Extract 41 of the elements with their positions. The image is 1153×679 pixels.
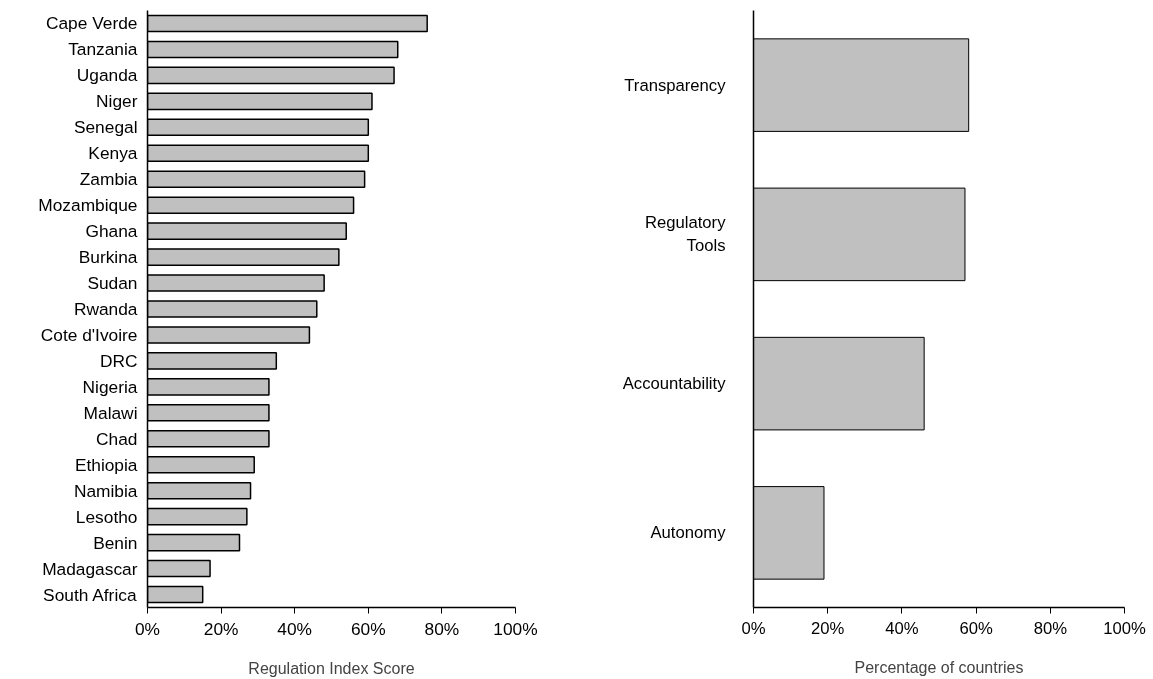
x-tick-label: 40% — [885, 618, 919, 638]
y-tick-label: Senegal — [73, 117, 138, 138]
y-tick-label: Malawi — [83, 402, 138, 423]
y-tick-label: Lesotho — [75, 506, 138, 527]
x-axis-title: Regulation Index Score — [248, 659, 415, 677]
x-tick-label: 20% — [811, 618, 845, 638]
y-tick-label: Namibia — [73, 480, 138, 501]
x-tick-label: 0% — [741, 618, 766, 638]
x-tick-label: 20% — [203, 618, 239, 639]
x-tick-label: 60% — [350, 618, 386, 639]
y-tick-label: Chad — [96, 428, 138, 449]
x-axis-title: Percentage of countries — [854, 658, 1024, 676]
y-tick-label: Uganda — [76, 65, 138, 86]
y-tick-label: Madagascar — [42, 558, 138, 579]
y-tick-label: Accountability — [622, 374, 727, 394]
x-tick-label: 60% — [959, 618, 993, 638]
y-tick-label: Ghana — [85, 221, 138, 242]
x-tick-label: 100% — [493, 618, 538, 639]
y-tick-label: Cote d'Ivoire — [40, 324, 138, 345]
y-tick-label: Kenya — [88, 143, 138, 164]
x-tick-label: 0% — [134, 618, 161, 639]
y-tick-label: Regulatory Tools — [644, 213, 727, 256]
y-tick-label: Autonomy — [650, 523, 727, 543]
y-tick-label: Zambia — [79, 169, 138, 190]
x-tick-label: 40% — [277, 618, 313, 639]
y-tick-label: Benin — [93, 532, 138, 553]
y-tick-label: Nigeria — [82, 376, 138, 397]
y-tick-label: Burkina — [78, 247, 138, 268]
y-tick-label: Tanzania — [68, 39, 138, 60]
y-tick-label: South Africa — [43, 584, 137, 605]
y-tick-label: Ethiopia — [74, 454, 138, 475]
x-tick-label: 100% — [1103, 618, 1146, 638]
y-tick-label: Rwanda — [73, 299, 138, 319]
x-tick-label: 80% — [424, 618, 460, 639]
x-tick-label: 80% — [1033, 618, 1068, 638]
y-tick-label: Mozambique — [38, 195, 138, 216]
y-tick-label: DRC — [99, 350, 138, 371]
y-tick-label: Cape Verde — [45, 13, 138, 34]
y-tick-label: Niger — [96, 91, 138, 112]
y-tick-label: Transparency — [624, 75, 727, 95]
y-tick-label: Sudan — [87, 273, 138, 294]
